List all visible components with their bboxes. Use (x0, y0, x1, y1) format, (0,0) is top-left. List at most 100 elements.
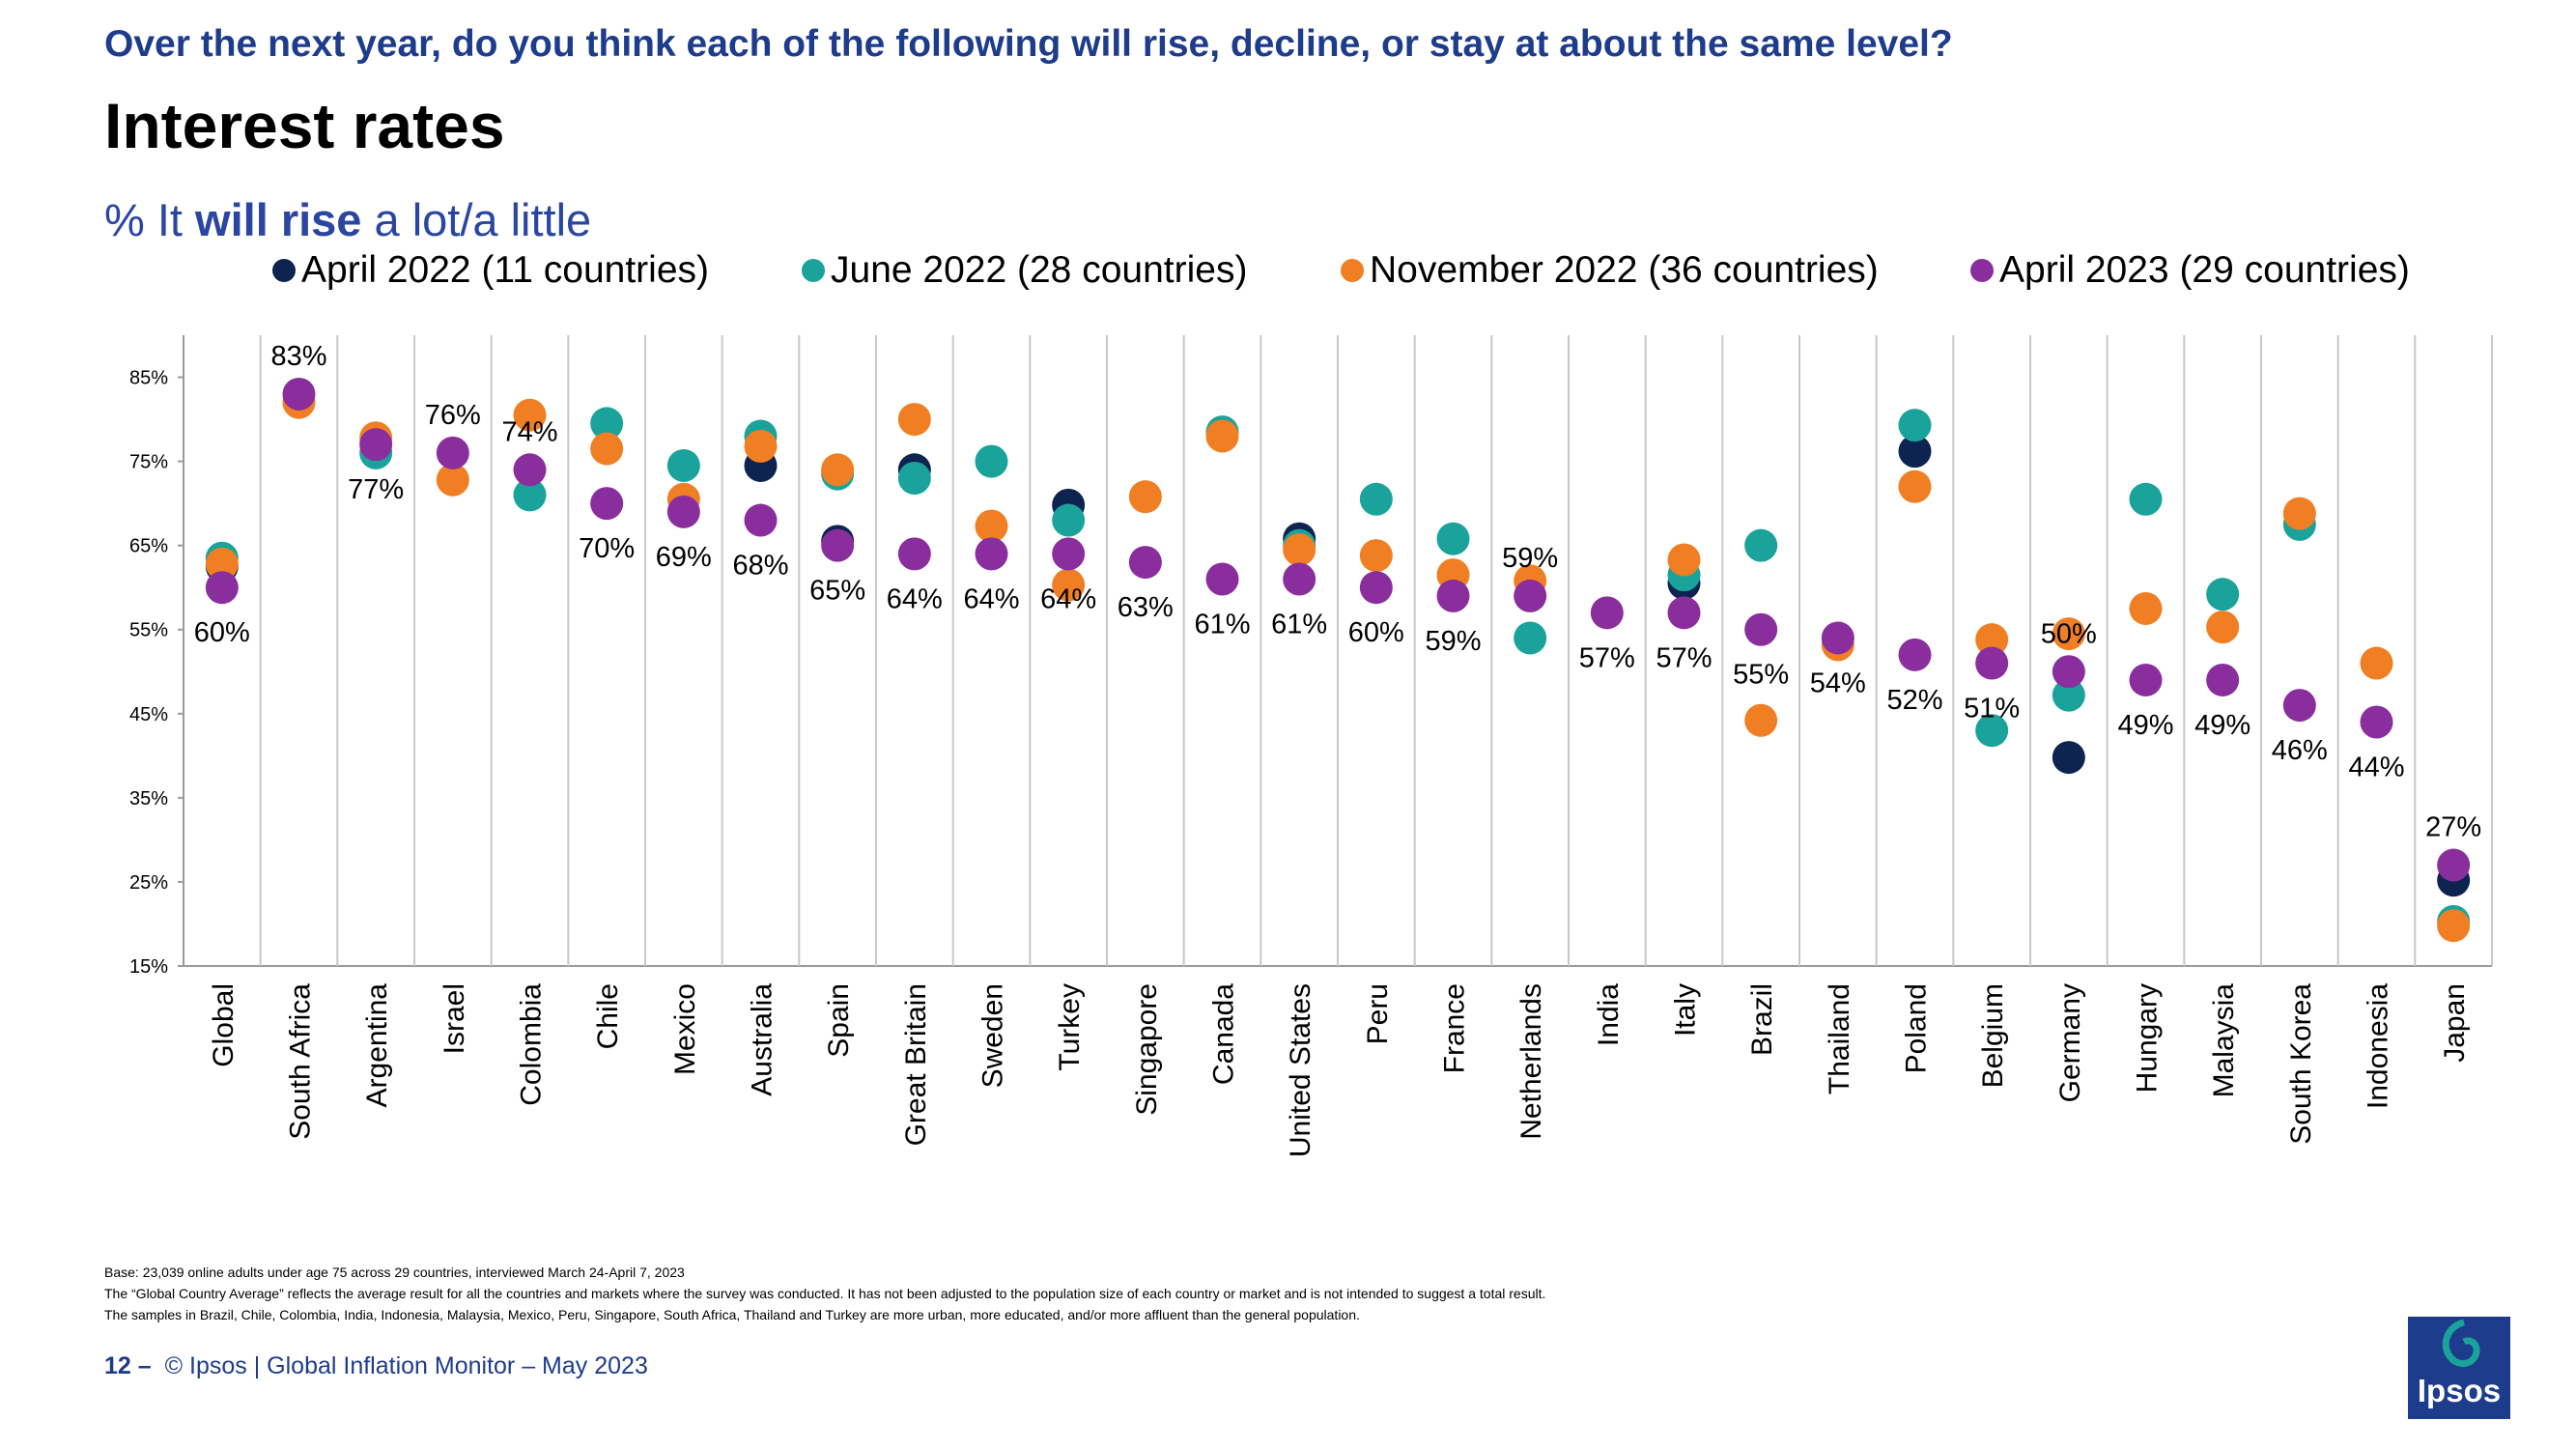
dot-april-2023-netherlands (1514, 579, 1547, 612)
dot-april-2023-hungary (2129, 663, 2163, 696)
dot-june-2022-hungary (2129, 482, 2163, 516)
dot-april-2023-australia (744, 503, 778, 537)
data-label-sweden: 64% (963, 583, 1019, 614)
subtitle-suffix: a lot/a little (361, 194, 592, 245)
dot-april-2023-germany (2052, 655, 2085, 689)
dot-november-2022-turkey (1052, 568, 1086, 602)
subtitle-prefix: % It (104, 194, 196, 245)
data-label-italy: 57% (1656, 642, 1712, 673)
data-label-israel: 76% (425, 400, 481, 431)
dot-april-2022-poland (1898, 435, 1932, 469)
legend-item-april-2023: April 2023 (29 countries) (1970, 249, 2410, 292)
x-tick-label-australia: Australia (747, 983, 778, 1096)
page-number: 12 – (104, 1352, 152, 1379)
legend-dot-june-2022 (802, 259, 825, 282)
dot-november-2022-peru (1359, 539, 1393, 573)
dot-november-2022-south-korea (2282, 497, 2316, 530)
survey-question: Over the next year, do you think each of… (104, 23, 1953, 65)
data-label-singapore: 63% (1118, 592, 1174, 623)
dot-april-2023-malaysia (2206, 663, 2240, 696)
dot-june-2022-chile (590, 407, 624, 440)
dot-june-2022-netherlands (1514, 621, 1547, 655)
x-tick-label-india: India (1593, 983, 1625, 1046)
dot-november-2022-australia (744, 429, 778, 463)
dot-april-2023-mexico (666, 495, 700, 528)
legend-label-june-2022: June 2022 (28 countries) (831, 249, 1248, 291)
x-tick-label-indonesia: Indonesia (2363, 983, 2394, 1109)
x-tick-label-israel: Israel (439, 983, 470, 1054)
y-tick-label: 55% (129, 620, 168, 641)
chart-legend: April 2022 (11 countries) June 2022 (28 … (272, 249, 2455, 299)
dot-november-2022-hungary (2129, 591, 2163, 625)
footnotes: Base: 23,039 online adults under age 75 … (104, 1262, 1545, 1325)
x-tick-label-netherlands: Netherlands (1515, 983, 1547, 1140)
footnote-global-average: The “Global Country Average” reflects th… (104, 1286, 1546, 1301)
footer: 12 – © Ipsos | Global Inflation Monitor –… (104, 1352, 648, 1380)
footnote-base: Base: 23,039 online adults under age 75 … (104, 1264, 685, 1280)
data-label-indonesia: 44% (2348, 753, 2404, 783)
dot-november-2022-malaysia (2206, 611, 2240, 644)
x-tick-label-great-britain: Great Britain (900, 983, 932, 1146)
legend-dot-november-2022 (1341, 259, 1364, 282)
x-tick-label-mexico: Mexico (669, 983, 701, 1075)
data-label-france: 59% (1425, 626, 1481, 657)
dot-april-2022-germany (2052, 741, 2085, 775)
x-tick-label-sweden: Sweden (977, 983, 1009, 1088)
x-tick-label-france: France (1439, 983, 1471, 1073)
y-tick-label: 85% (129, 368, 168, 389)
dot-april-2023-south-africa (282, 377, 316, 411)
ipsos-logo: Ipsos (2408, 1317, 2510, 1419)
data-label-peru: 60% (1348, 617, 1404, 648)
dot-april-2023-argentina (359, 428, 393, 462)
dot-november-2022-indonesia (2360, 646, 2393, 680)
chart-subtitle: % It will rise a lot/a little (104, 193, 591, 246)
data-label-hungary: 49% (2117, 710, 2173, 741)
dot-april-2023-italy (1667, 596, 1701, 630)
dot-november-2022-singapore (1128, 480, 1162, 514)
x-tick-label-south-korea: South Korea (2285, 983, 2317, 1145)
dot-april-2023-canada (1205, 562, 1239, 596)
dot-april-2023-israel (436, 436, 469, 469)
dot-june-2022-peru (1359, 482, 1393, 516)
x-tick-label-italy: Italy (1670, 983, 1702, 1037)
y-tick-label: 65% (129, 536, 168, 557)
y-tick-label: 35% (129, 788, 168, 810)
dot-april-2023-spain (821, 528, 855, 562)
dot-november-2022-canada (1205, 419, 1239, 453)
data-label-argentina: 77% (348, 474, 404, 505)
dot-april-2023-chile (590, 487, 624, 521)
data-label-belgium: 51% (1964, 694, 2020, 724)
dot-november-2022-united-states (1283, 533, 1316, 567)
dot-april-2023-sweden (975, 537, 1008, 571)
dot-november-2022-italy (1667, 543, 1701, 577)
dot-april-2023-peru (1359, 571, 1393, 605)
y-tick-label: 15% (129, 956, 168, 978)
dot-april-2023-indonesia (2360, 705, 2393, 739)
data-label-chile: 70% (579, 533, 635, 564)
dot-june-2022-turkey (1052, 503, 1086, 537)
data-label-australia: 68% (732, 551, 788, 582)
dot-april-2023-belgium (1975, 646, 2009, 680)
x-tick-label-thailand: Thailand (1824, 983, 1855, 1094)
x-tick-label-argentina: Argentina (361, 983, 393, 1108)
logo-text: Ipsos (2418, 1373, 2501, 1408)
data-label-brazil: 55% (1733, 660, 1789, 691)
subtitle-bold: will rise (195, 194, 362, 245)
x-tick-label-colombia: Colombia (516, 983, 548, 1106)
dot-november-2022-global (205, 547, 239, 581)
data-label-netherlands: 59% (1502, 543, 1558, 574)
dot-april-2023-thailand (1821, 621, 1854, 655)
legend-item-june-2022: June 2022 (28 countries) (802, 249, 1247, 292)
data-label-thailand: 54% (1810, 668, 1866, 698)
dot-november-2022-colombia (513, 398, 547, 432)
dot-november-2022-poland (1898, 469, 1932, 503)
dot-april-2023-india (1590, 596, 1624, 630)
data-label-global: 60% (194, 617, 250, 648)
legend-item-november-2022: November 2022 (36 countries) (1341, 249, 1879, 292)
legend-dot-april-2022 (272, 259, 296, 282)
x-tick-label-japan: Japan (2439, 983, 2471, 1063)
legend-item-april-2022: April 2022 (11 countries) (272, 249, 709, 292)
dot-june-2022-sweden (975, 444, 1008, 478)
data-label-turkey: 64% (1040, 583, 1096, 614)
legend-label-april-2023: April 2023 (29 countries) (1999, 249, 2410, 291)
